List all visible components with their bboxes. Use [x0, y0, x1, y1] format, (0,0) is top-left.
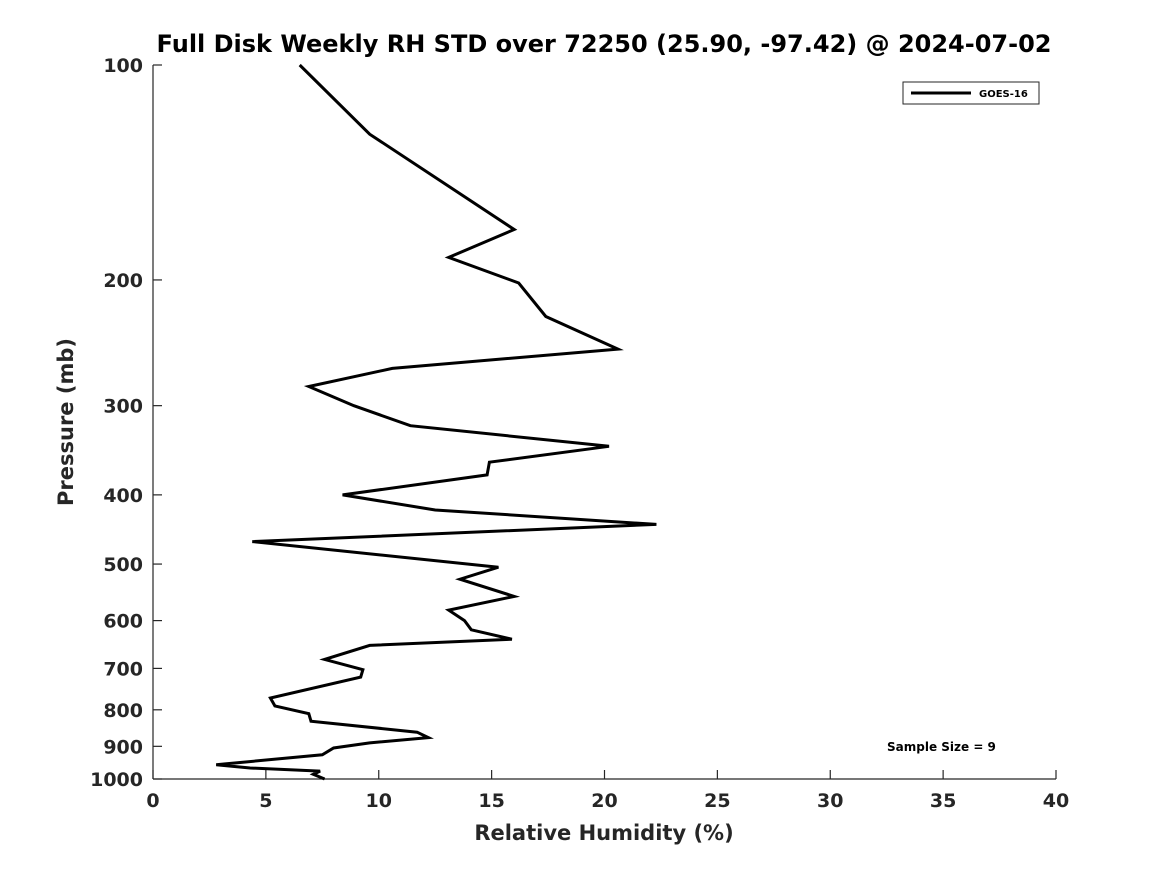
chart-title: Full Disk Weekly RH STD over 72250 (25.9… [157, 30, 1052, 58]
y-tick-label-900: 900 [103, 736, 143, 758]
y-tick-label-100: 100 [103, 55, 143, 77]
y-tick-label-400: 400 [103, 485, 143, 507]
x-tick-label-30: 30 [817, 790, 843, 812]
series-line-goes-16 [216, 63, 657, 781]
y-tick-label-200: 200 [103, 270, 143, 292]
x-tick-label-0: 0 [146, 790, 159, 812]
legend: GOES-16 [902, 81, 1040, 105]
x-ticks: 0 5 10 15 20 25 30 35 40 [146, 770, 1069, 812]
x-tick-label-15: 15 [478, 790, 504, 812]
sample-size-annotation: Sample Size = 9 [887, 740, 996, 754]
x-tick-label-40: 40 [1043, 790, 1069, 812]
series-layer [216, 63, 657, 781]
y-tick-label-700: 700 [103, 658, 143, 680]
x-tick-label-20: 20 [591, 790, 617, 812]
legend-label-goes-16: GOES-16 [979, 89, 1028, 100]
y-tick-label-600: 600 [103, 611, 143, 633]
y-tick-label-1000: 1000 [90, 769, 143, 791]
x-axis-label: Relative Humidity (%) [474, 821, 733, 845]
y-tick-label-800: 800 [103, 700, 143, 722]
x-tick-label-10: 10 [366, 790, 392, 812]
x-tick-label-35: 35 [930, 790, 956, 812]
y-axis-label: Pressure (mb) [54, 338, 78, 506]
y-tick-label-500: 500 [103, 554, 143, 576]
x-tick-label-25: 25 [704, 790, 730, 812]
y-tick-label-300: 300 [103, 396, 143, 418]
y-ticks: 100 200 300 400 500 600 700 800 900 1000 [90, 55, 162, 791]
x-tick-label-5: 5 [259, 790, 272, 812]
